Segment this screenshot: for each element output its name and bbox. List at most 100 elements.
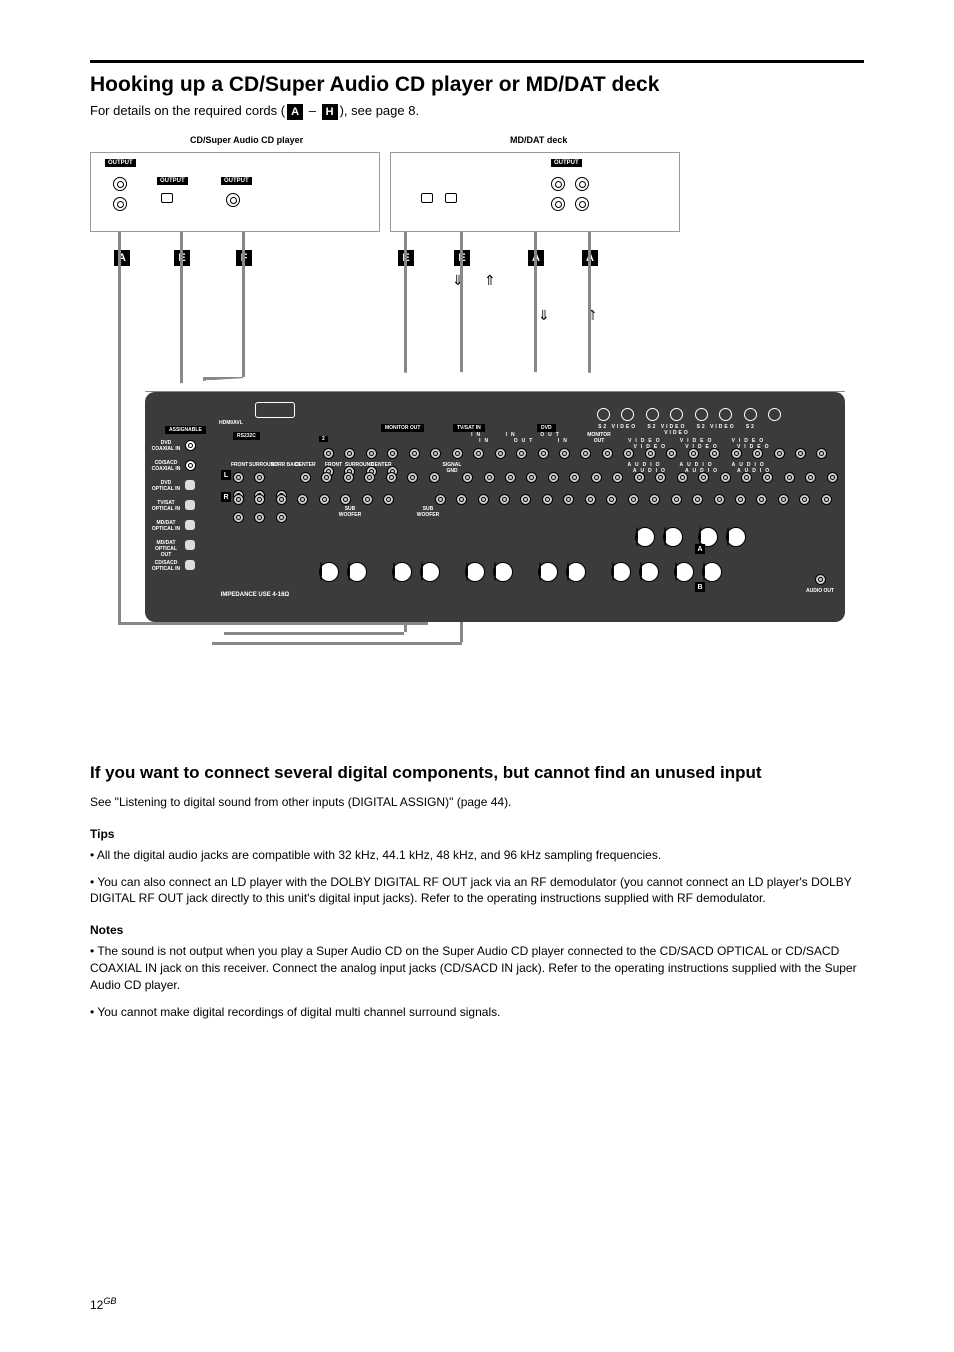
line-l-jack [113,177,127,191]
wire [242,232,245,377]
spk [538,562,558,582]
rca [340,494,351,505]
cd-player-label: CD/Super Audio CD player [190,136,303,145]
rca [580,448,591,459]
rca [585,494,596,505]
rca [649,494,660,505]
section2-heading: If you want to connect several digital c… [90,762,864,784]
line-out-l [575,177,589,191]
sub-line: For details on the required cords (A – H… [90,103,864,120]
top-rule [90,60,864,63]
receiver-panel: ASSIGNABLE DVD COAXIAL IN CD/SACD COAXIA… [145,392,845,622]
rca [343,472,354,483]
in: IN [558,438,571,444]
wire [534,232,537,382]
page-region: GB [103,1296,116,1306]
rca [452,448,463,459]
col-center-1: CENTER [295,462,316,468]
mddat-opt-in-label: MD/DAT OPTICAL IN [151,520,181,532]
speaker-row-main [319,562,722,582]
rs232c-label: RS232C [233,432,260,440]
rca [526,472,537,483]
audio-row-label: AUDIO AUDIO AUDIO AUDIO AUDIO AUDIO [603,462,803,474]
rca [297,494,308,505]
mddat-output-tag: OUTPUT [551,159,582,167]
col-surround-2: SURROUND [345,462,374,468]
panel-extension [145,372,845,392]
rca [409,448,420,459]
tips-body1: • All the digital audio jacks are compat… [90,847,864,864]
col-front-1: FRONT [231,462,248,468]
cd-opt-jack [185,560,195,570]
opt-in-jack [421,193,433,203]
r-label: R [221,492,231,502]
svideo-jack [597,408,610,421]
svideo-jack [670,408,683,421]
rca [300,472,311,483]
optical-out-jack [161,193,173,203]
rca [827,472,838,483]
rca [563,494,574,505]
rca [671,494,682,505]
cd-opt-label: CD/SACD OPTICAL IN [151,560,181,572]
multich2-label: 2 [319,436,328,442]
connection-diagram: OUTPUT OUTPUT OUTPUT CD/Super Audio CD p… [90,132,864,692]
rca [473,448,484,459]
rca [484,472,495,483]
letter-h: H [322,104,338,120]
line-r-jack [113,197,127,211]
speaker-row-a [635,527,746,547]
cd-coax-label: CD/SACD COAXIAL IN [151,460,181,472]
rca [606,494,617,505]
rca [430,448,441,459]
rca [276,494,287,505]
impedance-label: IMPEDANCE USE 4-16Ω [205,592,305,598]
rca [542,494,553,505]
svideo-jack [719,408,732,421]
spk [726,527,746,547]
assignable-label: ASSIGNABLE [165,426,206,434]
page-num-value: 12 [90,1298,103,1312]
s2v: S2 VIDEO [598,424,637,430]
v: VIDEO [737,444,773,450]
spk [639,562,659,582]
rca [821,494,832,505]
opt-out-jack [445,193,457,203]
tips-body2: • You can also connect an LD player with… [90,874,864,908]
rca [516,448,527,459]
rca [714,494,725,505]
dvd-opt-jack [185,480,195,490]
dvd-opt-label: DVD OPTICAL IN [151,480,181,492]
cable-a-1: A [114,250,130,266]
sub-prefix: For details on the required cords ( [90,103,285,118]
rca [254,472,265,483]
hdmi-port [255,402,295,418]
rca [383,494,394,505]
v: VIDEO [685,444,721,450]
rca [816,448,827,459]
svideo-jack [744,408,757,421]
output-tag3: OUTPUT [221,177,252,185]
spk [566,562,586,582]
dvd-strip: DVD [537,424,556,432]
section2-body: See "Listening to digital sound from oth… [90,794,864,811]
rca [233,512,244,523]
in: IN [479,438,492,444]
wire [224,632,404,635]
arrow-2: ⇑ [484,272,496,289]
inout-row-label: IN IN OUT IN OUT IN [465,432,585,444]
rca [276,512,287,523]
cd-coax-jack [185,460,196,471]
rca [429,472,440,483]
rca [495,448,506,459]
video-row-label: VIDEO VIDEO VIDEO VIDEO VIDEO VIDEO [603,438,803,450]
sub-mid: – [305,103,319,118]
spk-a-label: A [695,544,705,554]
notes-heading: Notes [90,923,864,937]
rca [799,494,810,505]
page-number: 12GB [90,1296,116,1312]
spk [611,562,631,582]
mddat-opt-in-jack [185,520,195,530]
line-in-l [551,177,565,191]
rca [407,472,418,483]
